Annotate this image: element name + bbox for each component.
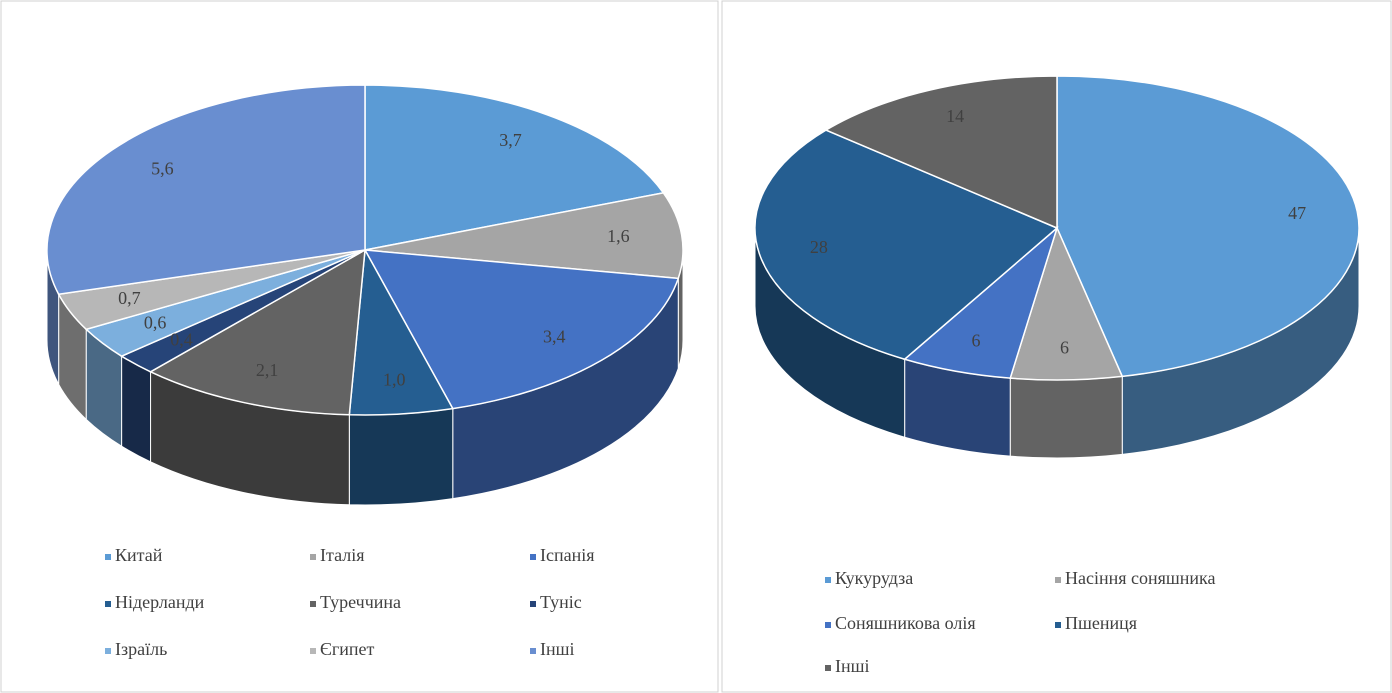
chart: 3,7 1,6 3,4 1,0 2,1 0,40,60,7 5,6 Китай Італія Іс…	[0, 0, 1392, 693]
data-label: 28	[810, 237, 828, 257]
data-label: 2,1	[256, 360, 279, 380]
slice-side	[1010, 376, 1122, 458]
legend-swatch	[825, 665, 831, 671]
legend-label: Ізраїль	[115, 639, 167, 659]
data-label: 47	[1288, 203, 1306, 223]
legend-label: Туреччина	[320, 592, 401, 612]
slice-side	[122, 356, 151, 462]
legend-swatch	[825, 622, 831, 628]
legend-label: Іспанія	[540, 545, 595, 565]
data-label: 3,4	[543, 326, 566, 346]
legend-swatch	[1055, 577, 1061, 583]
data-label: 0,4	[170, 330, 193, 350]
legend-label: Насіння соняшника	[1065, 568, 1216, 588]
data-label: 1,6	[607, 226, 630, 246]
legend-label: Єгипет	[320, 639, 375, 659]
legend-label: Нідерланди	[115, 592, 205, 612]
legend-swatch	[530, 554, 536, 560]
legend-swatch	[105, 601, 111, 607]
legend-label: Китай	[115, 545, 163, 565]
data-label: 6	[1060, 338, 1069, 358]
legend-label: Туніс	[540, 592, 582, 612]
legend-swatch	[310, 554, 316, 560]
legend-swatch	[530, 648, 536, 654]
legend-label: Італія	[320, 545, 365, 565]
legend-swatch	[105, 554, 111, 560]
legend-swatch	[825, 577, 831, 583]
legend-swatch	[310, 601, 316, 607]
legend-swatch	[1055, 622, 1061, 628]
legend-swatch	[105, 648, 111, 654]
data-label: 5,6	[151, 158, 174, 178]
legend-label: Інші	[540, 639, 575, 659]
data-label: 1,0	[383, 369, 406, 389]
legend-label: Інші	[835, 656, 870, 676]
data-label: 0,7	[118, 288, 141, 308]
data-label: 14	[946, 106, 964, 126]
data-label: 0,6	[144, 313, 167, 333]
legend-label: Кукурудза	[835, 568, 913, 588]
legend-swatch	[530, 601, 536, 607]
data-label: 3,7	[499, 130, 522, 150]
slice-side	[349, 409, 452, 505]
legend-swatch	[310, 648, 316, 654]
legend-label: Соняшникова олія	[835, 613, 976, 633]
data-label: 6	[971, 331, 980, 351]
legend-label: Пшениця	[1065, 613, 1137, 633]
